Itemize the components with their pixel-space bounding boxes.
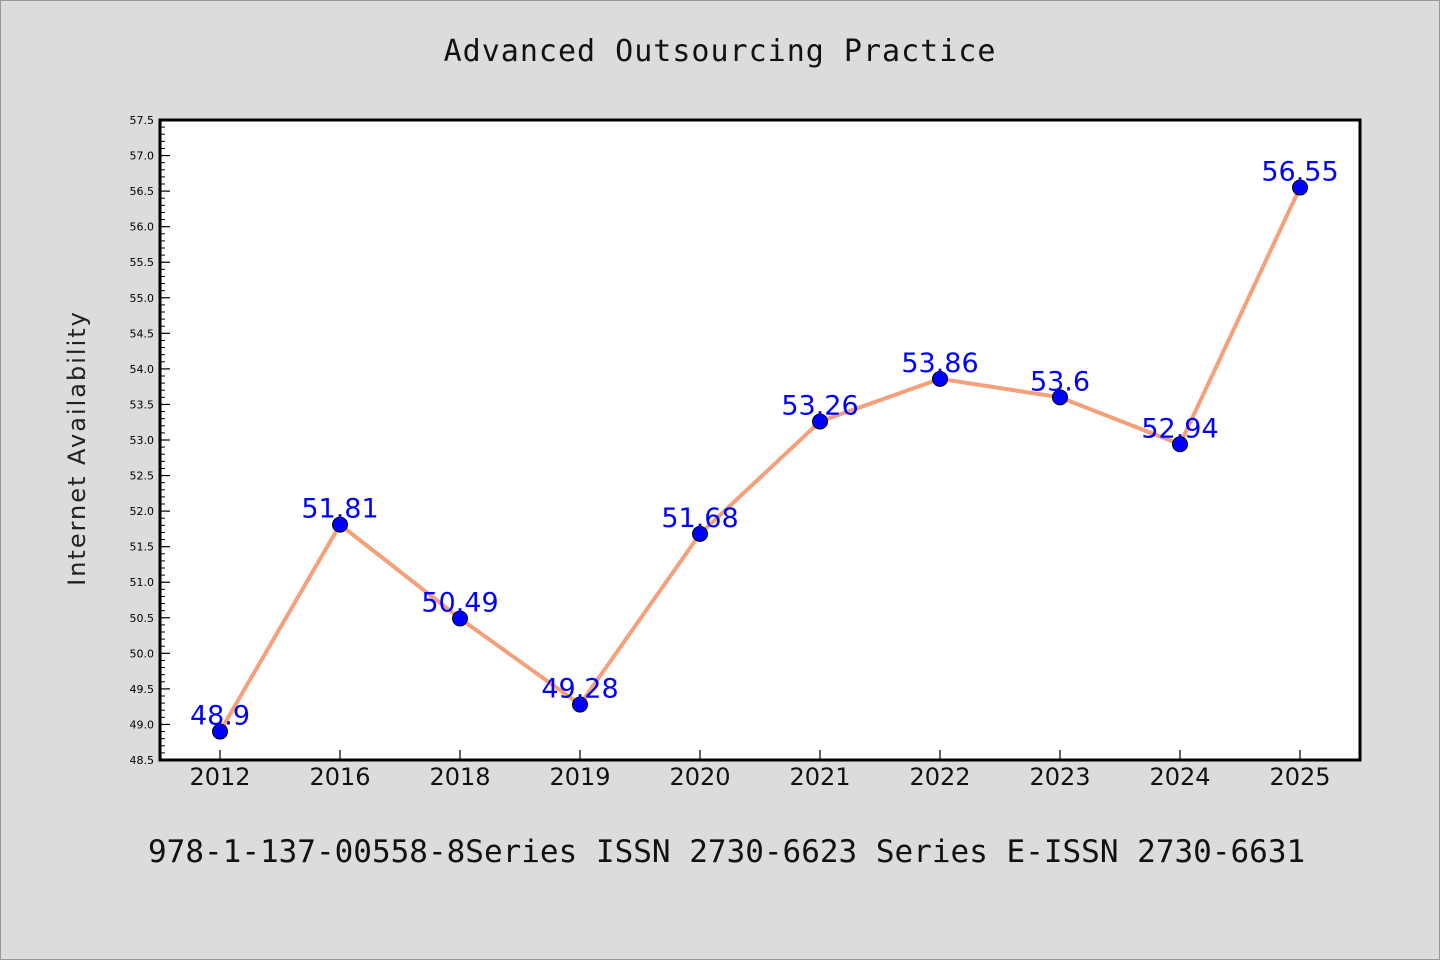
- data-label: 53.26: [781, 391, 858, 422]
- plot-border: [158, 118, 1362, 762]
- data-point: [1052, 389, 1068, 406]
- y-tick-label: 52.5: [130, 470, 155, 483]
- data-label: 53.86: [901, 348, 978, 379]
- x-tick-label: 2018: [429, 763, 490, 791]
- data-label: 51.81: [301, 494, 378, 525]
- data-point: [452, 610, 468, 627]
- x-tick-label: 2023: [1029, 763, 1090, 791]
- y-tick-label: 53.0: [130, 434, 155, 447]
- chart-title: Advanced Outsourcing Practice: [443, 34, 997, 69]
- y-tick-label: 49.5: [130, 683, 155, 696]
- footer-isbn-text: 978-1-137-00558-8Series ISSN 2730-6623 S…: [148, 834, 1306, 870]
- y-tick-label: 50.0: [130, 647, 155, 660]
- y-tick-label: 54.0: [130, 363, 155, 376]
- data-point: [572, 696, 588, 713]
- y-tick-label: 51.0: [130, 576, 155, 589]
- y-tick-label: 57.5: [130, 114, 155, 127]
- data-point: [212, 723, 228, 740]
- y-tick-label: 50.5: [130, 612, 155, 625]
- plot-area: [160, 120, 1360, 760]
- x-tick-label: 2021: [789, 763, 850, 791]
- data-label: 50.49: [421, 587, 498, 618]
- data-point: [812, 413, 828, 430]
- y-tick-label: 52.0: [130, 505, 155, 518]
- data-point: [1292, 179, 1308, 196]
- x-tick-label: 2019: [549, 763, 610, 791]
- data-point: [692, 525, 708, 542]
- data-point: [932, 370, 948, 387]
- data-label: 52.94: [1141, 413, 1218, 444]
- x-tick-label: 2016: [309, 763, 370, 791]
- series-line: [218, 186, 1302, 733]
- y-tick-label: 54.5: [130, 327, 155, 340]
- x-axis: 2012 2016 2018 2019 2020 2021 2022 2023 2024 2025: [189, 750, 1331, 791]
- data-label: 56.55: [1261, 157, 1338, 188]
- data-label: 53.6: [1030, 366, 1090, 397]
- y-tick-label: 57.0: [130, 150, 155, 163]
- y-tick-label: 55.5: [130, 256, 155, 269]
- y-tick-label: 55.0: [130, 292, 155, 305]
- x-tick-label: 2022: [909, 763, 970, 791]
- y-tick-label: 56.0: [130, 221, 155, 234]
- data-label: 49.28: [541, 674, 618, 705]
- y-tick-label: 51.5: [130, 541, 155, 554]
- data-points: [212, 179, 1308, 740]
- y-tick-label: 56.5: [130, 185, 155, 198]
- data-point: [1172, 436, 1188, 453]
- y-tick-label: 53.5: [130, 398, 155, 411]
- data-labels: 48.9 51.81 50.49 49.28 51.68 53.26 53.86 53.6 52…: [190, 157, 1339, 732]
- y-tick-label: 49.0: [130, 718, 155, 731]
- x-tick-label: 2024: [1149, 763, 1210, 791]
- data-label: 51.68: [661, 503, 738, 534]
- x-tick-label: 2020: [669, 763, 730, 791]
- data-point: [332, 516, 348, 533]
- x-tick-label: 2025: [1269, 763, 1330, 791]
- x-tick-label: 2012: [189, 763, 250, 791]
- data-label: 48.9: [190, 701, 250, 732]
- y-tick-label: 48.5: [130, 754, 155, 767]
- y-axis: 48.5 49.0 49.5 50.0 50.5 51.0 51.5 52.0 52.5 53.0…: [130, 114, 170, 767]
